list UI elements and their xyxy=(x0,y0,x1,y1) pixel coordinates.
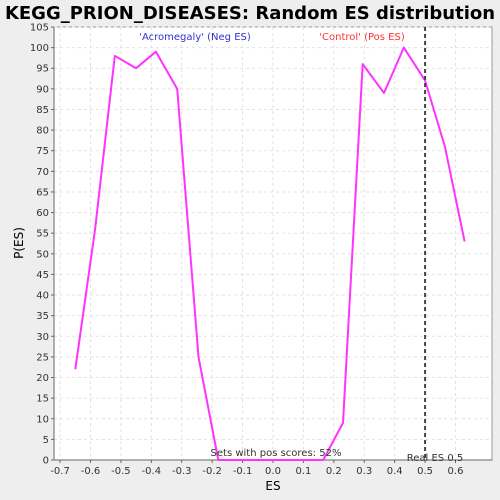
chart-title: KEGG_PRION_DISEASES: Random ES distribut… xyxy=(5,3,495,24)
y-tick-label: 0 xyxy=(43,456,49,467)
y-tick-label: 90 xyxy=(36,84,49,95)
neg-es-label: 'Acromegaly' (Neg ES) xyxy=(139,32,251,43)
x-tick-label: -0.6 xyxy=(81,466,101,477)
x-tick-label: 0.4 xyxy=(387,466,403,477)
x-tick-label: 0.0 xyxy=(265,466,281,477)
y-tick-label: 40 xyxy=(36,291,49,302)
x-tick-label: 0.1 xyxy=(295,466,311,477)
y-tick-label: 60 xyxy=(36,208,49,219)
real-es-label: Real ES 0.5 xyxy=(407,453,463,464)
x-tick-label: -0.1 xyxy=(233,466,253,477)
y-tick-label: 95 xyxy=(36,64,49,75)
x-axis-label: ES xyxy=(265,479,280,493)
x-tick-label: 0.2 xyxy=(326,466,342,477)
x-tick-label: 0.6 xyxy=(448,466,464,477)
y-tick-label: 55 xyxy=(36,229,49,240)
x-tick-label: -0.5 xyxy=(111,466,131,477)
y-tick-label: 45 xyxy=(36,270,49,281)
pos-es-label: 'Control' (Pos ES) xyxy=(319,32,405,43)
y-tick-label: 75 xyxy=(36,146,49,157)
x-tick-label: 0.3 xyxy=(356,466,372,477)
y-tick-label: 35 xyxy=(36,311,49,322)
y-tick-label: 80 xyxy=(36,126,49,137)
x-tick-label: -0.3 xyxy=(172,466,192,477)
pos-scores-label: Sets with pos scores: 52% xyxy=(211,448,342,459)
y-tick-label: 30 xyxy=(36,332,49,343)
x-tick-label: -0.7 xyxy=(50,466,70,477)
x-tick-label: -0.4 xyxy=(142,466,162,477)
y-tick-label: 105 xyxy=(30,23,49,34)
x-tick-label: 0.5 xyxy=(417,466,433,477)
y-tick-label: 10 xyxy=(36,414,49,425)
y-tick-label: 50 xyxy=(36,249,49,260)
y-axis-label: P(ES) xyxy=(12,227,26,259)
y-tick-label: 100 xyxy=(30,43,49,54)
y-tick-label: 25 xyxy=(36,352,49,363)
y-tick-label: 85 xyxy=(36,105,49,116)
y-tick-label: 70 xyxy=(36,167,49,178)
y-tick-label: 20 xyxy=(36,373,49,384)
y-tick-label: 5 xyxy=(43,435,49,446)
y-tick-label: 15 xyxy=(36,394,49,405)
x-tick-label: -0.2 xyxy=(202,466,222,477)
y-tick-label: 65 xyxy=(36,187,49,198)
